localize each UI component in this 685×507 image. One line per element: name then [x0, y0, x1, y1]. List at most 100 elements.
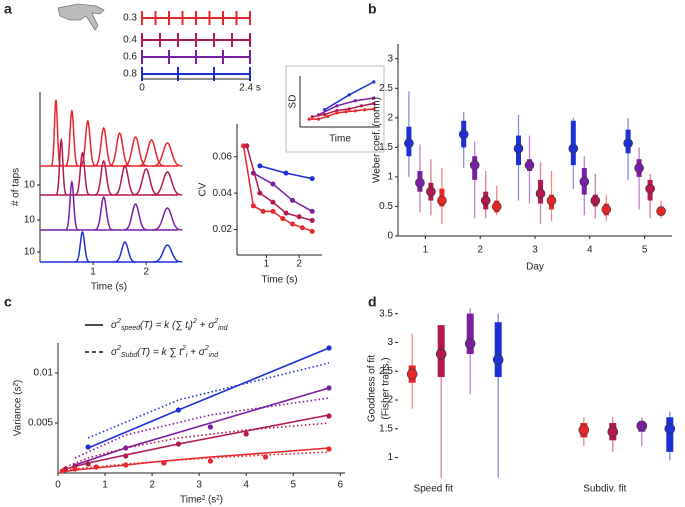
x-tick-label: 0	[139, 83, 145, 94]
peak	[152, 142, 183, 167]
point	[372, 101, 376, 106]
legend-label: σ2speed(T) = k (∑ ti)2 + σ2ind	[111, 318, 229, 332]
y-tick-label: 0.5	[379, 201, 393, 212]
point	[310, 115, 314, 119]
y-axis-label: # of taps	[11, 168, 22, 206]
point	[243, 431, 249, 437]
x-tick-label: 1	[102, 480, 108, 491]
series-label: 0.3	[123, 13, 137, 24]
point	[262, 454, 269, 460]
y-tick-label: 10	[24, 180, 36, 191]
y-tick-label: 10	[24, 215, 36, 226]
x-axis-label: Time (s)	[261, 275, 297, 286]
median	[607, 426, 619, 437]
median	[664, 423, 676, 435]
point	[123, 445, 129, 451]
y-tick-label: 0.02	[213, 224, 233, 235]
series-label: 0.4	[123, 35, 137, 46]
point	[323, 108, 327, 112]
formula-part: 2	[192, 318, 197, 325]
median	[492, 354, 504, 366]
point	[283, 170, 289, 176]
series-label: 0.8	[123, 69, 137, 80]
peak	[152, 207, 183, 231]
x-tick-label: 4	[243, 480, 249, 491]
x-tick-label: 2	[477, 245, 483, 256]
median	[579, 176, 590, 187]
point	[270, 199, 276, 205]
y-tick-label: 0	[387, 231, 393, 242]
median	[524, 160, 535, 170]
peak	[74, 230, 90, 263]
point	[372, 80, 376, 84]
subdiv-fit-line	[65, 422, 330, 468]
x-axis-label: Day	[526, 262, 544, 273]
median	[535, 188, 546, 199]
x-tick-label: 5	[290, 480, 296, 491]
x-tick-label: 0	[55, 480, 61, 491]
point	[161, 460, 167, 466]
point	[257, 163, 263, 169]
median	[645, 183, 655, 194]
peak	[74, 151, 91, 196]
y-tick-label: 0.005	[28, 418, 53, 429]
median	[426, 186, 436, 197]
point	[347, 107, 351, 111]
median	[491, 201, 502, 212]
point	[270, 208, 276, 214]
hand-icon	[57, 3, 105, 31]
point	[123, 462, 129, 468]
formula-part: i	[188, 325, 190, 332]
median	[480, 195, 491, 206]
formula-part: ind	[209, 352, 219, 359]
x-tick-label: 1	[423, 245, 429, 256]
point	[85, 461, 91, 467]
median	[415, 178, 425, 188]
formula-part: 2	[116, 345, 121, 352]
subdiv-fit-line	[87, 362, 330, 439]
x-axis-label: Time (s)	[91, 282, 127, 293]
y-tick-label: 10	[24, 247, 36, 258]
point	[280, 216, 286, 222]
peak	[152, 171, 183, 196]
panel-label: d	[368, 294, 377, 310]
x-tick-label: Speed fit	[413, 484, 453, 495]
y-tick-label: 3.5	[379, 308, 393, 319]
y-tick-label: 0.01	[34, 368, 54, 379]
point	[326, 413, 332, 419]
line	[318, 97, 374, 116]
peak	[94, 195, 114, 231]
x-tick-label: 2	[149, 480, 155, 491]
peak	[113, 241, 137, 263]
peak	[94, 159, 114, 196]
y-tick-label: 1.5	[379, 142, 393, 153]
y-tick-label: 3	[387, 53, 393, 64]
point	[347, 93, 351, 97]
median	[435, 348, 447, 360]
point	[353, 109, 357, 113]
subdiv-fit-line	[62, 451, 330, 472]
x-axis-label: Time	[329, 134, 351, 145]
point	[326, 385, 332, 391]
point	[335, 104, 339, 108]
point	[207, 424, 214, 430]
x-tick-label: 1	[90, 267, 96, 278]
point	[290, 197, 296, 203]
formula-part: σ	[111, 347, 118, 358]
median	[636, 420, 648, 432]
point	[326, 114, 330, 119]
x-tick-label: 6	[338, 480, 344, 491]
formula-part: ind	[218, 325, 228, 332]
peak	[152, 244, 183, 263]
median	[546, 195, 557, 206]
peak	[137, 139, 165, 167]
peak	[65, 108, 79, 167]
point	[175, 407, 182, 413]
median	[513, 143, 524, 154]
median	[656, 206, 666, 216]
y-tick-label: 1.5	[379, 423, 393, 434]
point	[372, 107, 376, 111]
formula-part: 2	[213, 318, 218, 325]
point	[335, 108, 339, 113]
